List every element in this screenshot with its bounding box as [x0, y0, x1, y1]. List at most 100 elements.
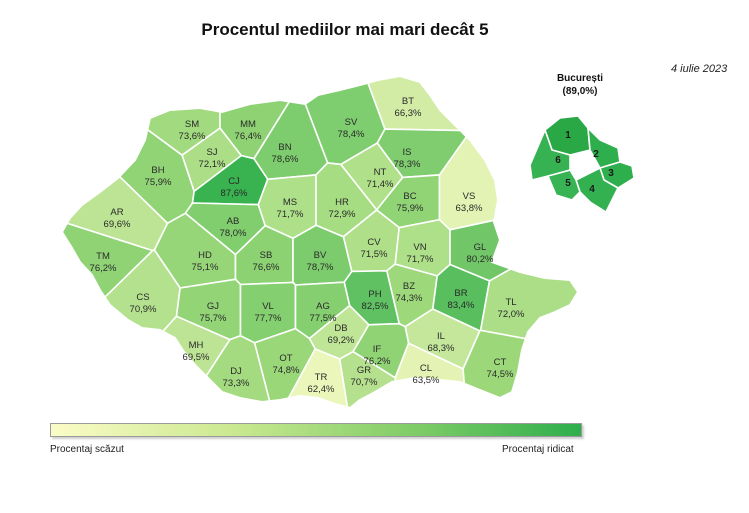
county-code-db: DB — [334, 323, 347, 334]
county-value-ag: 77,5% — [310, 313, 337, 324]
county-code-ab: AB — [227, 216, 240, 227]
bucuresti-sector-4 — [575, 166, 620, 214]
county-code-ag: AG — [316, 301, 330, 312]
legend-high-label: Procentaj ridicat — [502, 444, 574, 455]
county-code-hd: HD — [198, 250, 212, 261]
date-label: 4 iulie 2023 — [671, 63, 728, 75]
county-code-bt: BT — [402, 96, 414, 107]
county-bt — [358, 76, 578, 132]
county-value-bh: 75,9% — [145, 177, 172, 188]
county-value-bc: 75,9% — [397, 203, 424, 214]
county-code-ct: CT — [494, 357, 507, 368]
county-code-bh: BH — [151, 165, 164, 176]
county-value-tl: 72,0% — [498, 309, 525, 320]
county-value-cl: 63,5% — [413, 375, 440, 386]
county-code-vn: VN — [413, 242, 426, 253]
county-code-vl: VL — [262, 301, 274, 312]
county-value-ph: 82,5% — [362, 301, 389, 312]
county-code-cv: CV — [367, 237, 381, 248]
sector-label-3: 3 — [608, 168, 614, 179]
county-value-is: 78,3% — [394, 159, 421, 170]
county-value-ct: 74,5% — [487, 369, 514, 380]
county-value-sb: 76,6% — [253, 262, 280, 273]
county-code-ar: AR — [110, 207, 123, 218]
county-code-bz: BZ — [403, 281, 415, 292]
sector-label-5: 5 — [565, 178, 571, 189]
county-code-sj: SJ — [206, 147, 217, 158]
county-value-gr: 70,7% — [351, 377, 378, 388]
county-value-gj: 75,7% — [200, 313, 227, 324]
county-value-hr: 72,9% — [329, 209, 356, 220]
county-code-cj: CJ — [228, 176, 240, 187]
county-value-cj: 87,6% — [221, 188, 248, 199]
county-value-sj: 72,1% — [199, 159, 226, 170]
county-code-ms: MS — [283, 197, 297, 208]
sector-label-2: 2 — [593, 149, 599, 160]
county-value-bt: 66,3% — [395, 108, 422, 119]
county-code-sb: SB — [260, 250, 273, 261]
county-value-gl: 80,2% — [467, 254, 494, 265]
county-value-bn: 78,6% — [272, 154, 299, 165]
county-value-tr: 62,4% — [308, 384, 335, 395]
county-code-nt: NT — [374, 167, 387, 178]
county-value-il: 68,3% — [428, 343, 455, 354]
county-value-hd: 75,1% — [192, 262, 219, 273]
romania-border — [60, 74, 580, 410]
county-value-ar: 69,6% — [104, 219, 131, 230]
county-code-sm: SM — [185, 119, 199, 130]
county-code-il: IL — [437, 331, 445, 342]
county-code-tr: TR — [315, 372, 328, 383]
county-code-dj: DJ — [230, 366, 242, 377]
county-value-mh: 69,5% — [183, 352, 210, 363]
bucuresti-sector-2 — [587, 125, 621, 169]
county-value-vs: 63,8% — [456, 203, 483, 214]
county-code-cl: CL — [420, 363, 432, 374]
county-code-mh: MH — [189, 340, 204, 351]
county-value-vl: 77,7% — [255, 313, 282, 324]
bucuresti-label: București (89,0%) — [540, 72, 620, 98]
legend-gradient-bar — [50, 423, 582, 437]
county-value-ot: 74,8% — [273, 365, 300, 376]
county-code-gr: GR — [357, 365, 371, 376]
bucuresti-value: (89,0%) — [562, 86, 598, 97]
county-value-nt: 71,4% — [367, 179, 394, 190]
sector-label-1: 1 — [565, 130, 571, 141]
county-code-sv: SV — [345, 117, 358, 128]
sector-label-6: 6 — [555, 155, 561, 166]
map-title: Procentul mediilor mai mari decât 5 — [201, 20, 489, 39]
counties-layer — [60, 74, 580, 410]
county-value-if: 76,2% — [364, 356, 391, 367]
county-value-cs: 70,9% — [130, 304, 157, 315]
county-code-gl: GL — [474, 242, 487, 253]
county-code-bn: BN — [278, 142, 291, 153]
county-code-bv: BV — [314, 250, 327, 261]
county-value-db: 69,2% — [328, 335, 355, 346]
county-code-ot: OT — [279, 353, 292, 364]
county-code-is: IS — [403, 147, 412, 158]
county-value-ms: 71,7% — [277, 209, 304, 220]
county-code-bc: BC — [403, 191, 416, 202]
county-code-hr: HR — [335, 197, 349, 208]
legend-low-label: Procentaj scăzut — [50, 444, 124, 455]
county-code-cs: CS — [136, 292, 149, 303]
county-value-bz: 74,3% — [396, 293, 423, 304]
county-value-dj: 73,3% — [223, 378, 250, 389]
bucuresti-name: București — [556, 73, 604, 84]
county-code-ph: PH — [368, 289, 381, 300]
county-code-tm: TM — [96, 251, 110, 262]
bucuresti-sector-6 — [529, 127, 571, 181]
county-code-tl: TL — [505, 297, 516, 308]
county-ct — [462, 329, 578, 408]
county-code-if: IF — [373, 344, 382, 355]
county-value-cv: 71,5% — [361, 249, 388, 260]
county-code-br: BR — [454, 288, 467, 299]
county-value-sv: 78,4% — [338, 129, 365, 140]
county-value-sm: 73,6% — [179, 131, 206, 142]
county-code-gj: GJ — [207, 301, 219, 312]
county-code-mm: MM — [240, 119, 256, 130]
labels-layer: SM73,6%MM76,4%BT66,3%SV78,4%SJ72,1%BN78,… — [90, 96, 525, 395]
county-value-mm: 76,4% — [235, 131, 262, 142]
county-code-vs: VS — [463, 191, 476, 202]
